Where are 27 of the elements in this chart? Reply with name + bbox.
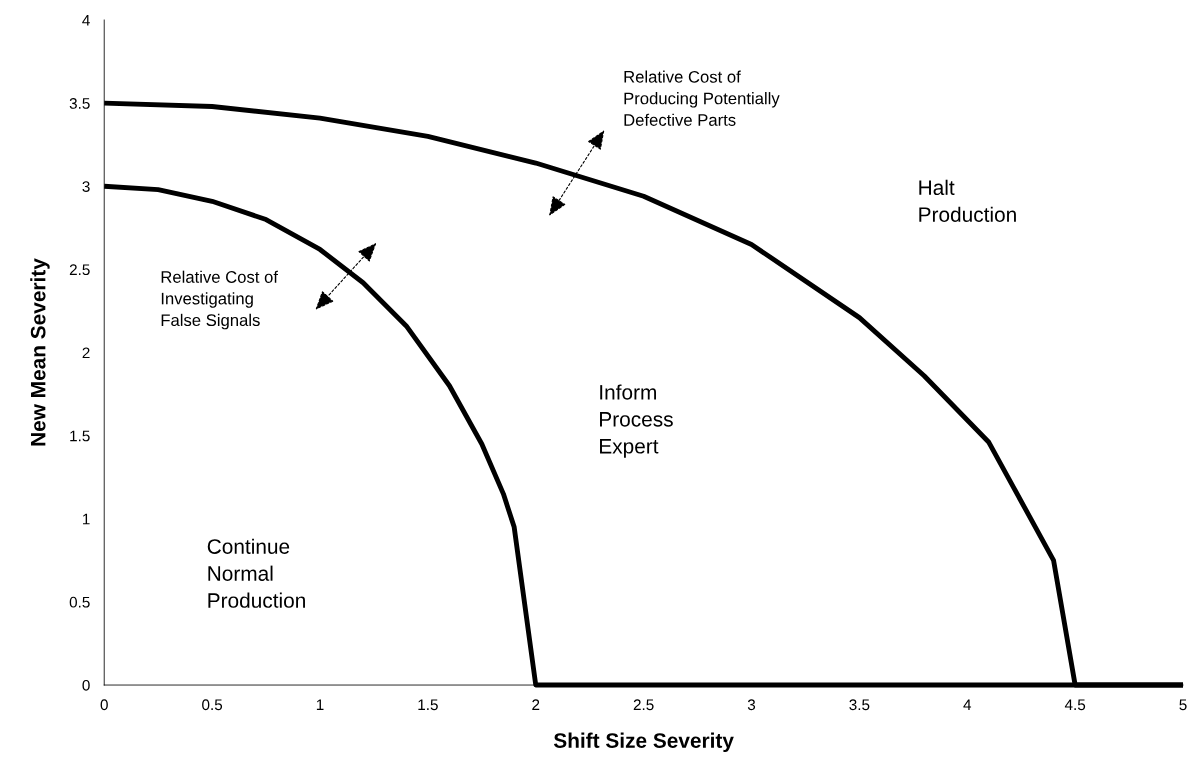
x-tick-label: 2 [532, 699, 540, 710]
x-tick-label: 3 [747, 699, 756, 711]
x-tick-label: 0.5 [202, 699, 223, 711]
x-tick-label: 4.5 [1064, 699, 1086, 711]
x-tick-label: 1.5 [418, 699, 438, 711]
x-tick-label: 1 [316, 699, 324, 710]
y-tick-label: 0.5 [69, 596, 90, 608]
annotation: Relative Cost of Producing Potentially Defective Parts [624, 70, 780, 126]
x-tick-label: 4 [963, 699, 972, 710]
y-tick-label: 3 [82, 181, 90, 192]
x-tick-label: 3.5 [849, 699, 870, 711]
y-tick-label: 1.5 [70, 430, 90, 442]
y-axis-title: New Mean Severity [30, 258, 50, 446]
y-tick-label: 2 [82, 347, 90, 359]
y-tick-label: 1 [83, 513, 90, 525]
annotation: Continue Normal Production [207, 538, 305, 608]
y-tick-label: 0 [82, 679, 90, 691]
y-tick-label: 2.5 [69, 264, 90, 276]
annotation: Inform Process Expert [600, 384, 673, 458]
annotation: Halt Production [919, 179, 1016, 222]
x-tick-label: 5 [1179, 699, 1187, 711]
x-tick-label: 2.5 [633, 699, 654, 711]
y-tick-label: 3.5 [69, 98, 90, 109]
x-axis-title: Shift Size Severity [553, 732, 734, 753]
annotation: Relative Cost of Investigating False Signals [161, 270, 278, 330]
x-tick-label: 0 [100, 699, 108, 711]
y-tick-label: 4 [82, 15, 90, 26]
